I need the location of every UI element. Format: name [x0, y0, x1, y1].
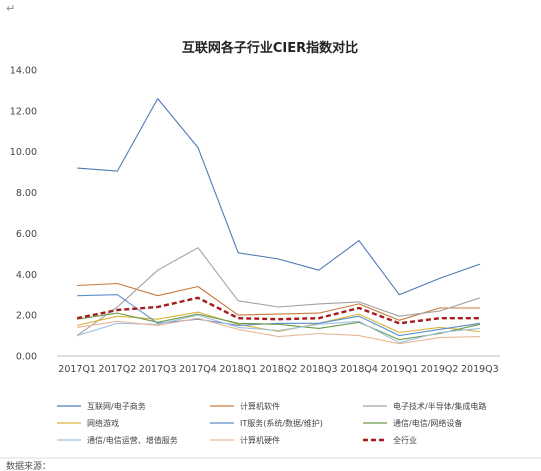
x-tick-label: 2017Q4 [179, 364, 217, 375]
y-tick-label: 0.00 [16, 352, 37, 363]
series-line-1 [77, 282, 480, 321]
series-line-3 [76, 311, 480, 334]
legend-label: 通信/电信/网络设备 [393, 418, 462, 428]
x-tick-label: 2019Q2 [421, 364, 459, 375]
series-line-0 [77, 98, 481, 296]
y-tick-label: 14.00 [10, 66, 37, 77]
legend-label: 全行业 [393, 435, 417, 445]
y-axis-ticks: 0.00 2.00 4.00 6.00 8.00 10.00 12.00 14.00 [10, 66, 37, 363]
x-axis: 2017Q1 2017Q2 2017Q3 2017Q4 2018Q1 2018Q2 2018… [57, 355, 500, 375]
y-tick-label: 12.00 [10, 106, 37, 117]
legend-label: IT服务(系统/数据/维护) [240, 418, 323, 428]
y-tick-label: 4.00 [16, 270, 37, 281]
series-line-8 [76, 296, 480, 325]
x-tick-label: 2017Q2 [99, 364, 137, 375]
x-tick-label: 2018Q4 [340, 364, 378, 375]
legend-label: 网络游戏 [87, 418, 119, 428]
legend-label: 互联网/电子商务 [87, 401, 146, 411]
legend-label: 计算机软件 [240, 401, 280, 411]
footer-source-label: 数据来源： [6, 460, 51, 471]
paragraph-mark: ↵ [6, 2, 16, 15]
legend-label: 计算机硬件 [240, 435, 280, 445]
y-tick-label: 6.00 [16, 229, 37, 240]
series-line-2 [76, 247, 481, 337]
x-tick-label: 2018Q2 [260, 364, 298, 375]
series-line-4 [77, 294, 480, 337]
chart-title: 互联网各子行业CIER指数对比 [182, 40, 358, 56]
x-tick-label: 2019Q3 [461, 364, 499, 375]
y-tick-label: 10.00 [10, 147, 37, 158]
legend-label: 电子技术/半导体/集成电路 [393, 401, 486, 411]
y-tick-label: 2.00 [16, 311, 37, 322]
x-tick-label: 2017Q3 [139, 364, 177, 375]
x-tick-label: 2018Q3 [300, 364, 338, 375]
series-lines [76, 98, 481, 345]
x-tick-label: 2019Q1 [380, 364, 418, 375]
series-line-7 [77, 317, 480, 345]
series-line-5 [77, 312, 481, 341]
y-tick-label: 8.00 [16, 188, 37, 199]
x-tick-label: 2017Q1 [58, 364, 96, 375]
x-tick-label: 2018Q1 [219, 364, 257, 375]
legend-label: 通信/电信运营、增值服务 [87, 435, 178, 445]
